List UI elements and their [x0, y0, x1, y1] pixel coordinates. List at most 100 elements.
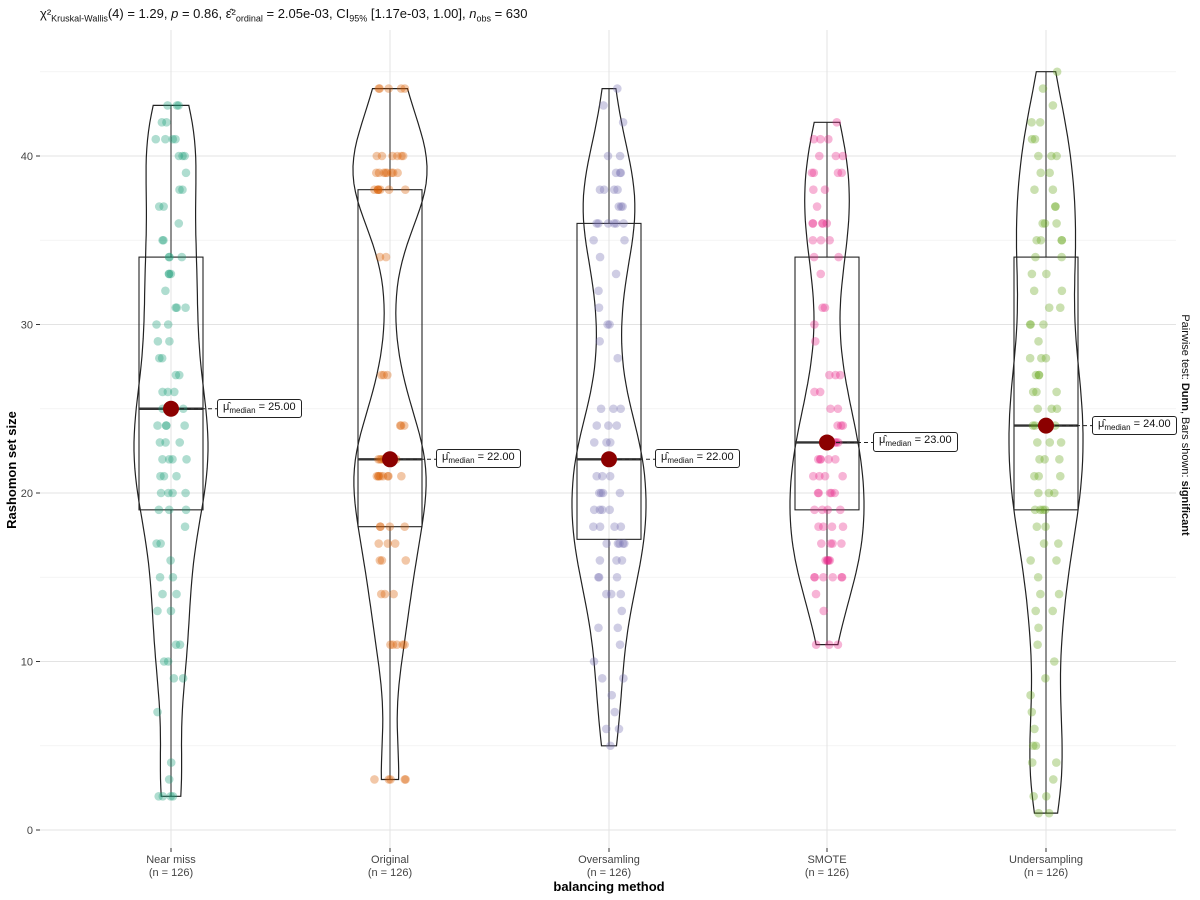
data-point	[375, 84, 384, 93]
data-point	[831, 455, 840, 464]
data-point	[169, 387, 179, 397]
data-point	[817, 505, 827, 515]
data-point	[1041, 674, 1050, 683]
title-p-value: = 0.86,	[181, 6, 223, 21]
data-point	[158, 455, 167, 464]
title-ci-value: [1.17e-03, 1.00],	[370, 6, 466, 21]
data-point	[392, 640, 402, 649]
data-point	[1027, 758, 1037, 767]
data-point	[171, 370, 181, 380]
data-point	[605, 438, 615, 447]
data-point	[1034, 471, 1043, 481]
title-statistic: = 1.29,	[127, 6, 168, 21]
data-point	[1041, 792, 1051, 801]
data-point	[382, 168, 392, 178]
median-label-mu: μ̂	[879, 434, 886, 447]
data-point	[374, 168, 384, 178]
data-point	[828, 572, 838, 582]
data-point	[166, 758, 176, 767]
data-point	[1038, 219, 1047, 228]
data-point	[826, 404, 835, 414]
y-axis-title: Rashomon set size	[4, 411, 19, 529]
data-point	[823, 556, 833, 565]
data-point	[1026, 320, 1035, 329]
data-point	[602, 539, 611, 548]
median-label-0: μ̂median = 25.00	[217, 398, 302, 418]
data-point	[809, 185, 818, 194]
data-point	[1040, 455, 1049, 464]
data-point	[1055, 471, 1065, 481]
data-point	[1051, 202, 1060, 211]
data-point	[814, 151, 824, 161]
data-point	[1044, 808, 1054, 818]
data-point	[618, 202, 627, 211]
data-point	[615, 168, 625, 178]
data-point	[156, 539, 165, 548]
title-n-symbol: n	[469, 6, 477, 21]
point-layer	[151, 67, 1067, 818]
data-point	[172, 303, 182, 312]
data-point	[617, 606, 627, 616]
data-point	[1031, 606, 1041, 616]
data-point	[609, 219, 619, 228]
data-point	[384, 84, 393, 93]
data-point	[611, 219, 621, 228]
data-point	[166, 792, 175, 801]
data-point	[614, 202, 624, 211]
data-point	[1057, 235, 1067, 245]
data-point	[603, 219, 613, 228]
data-point	[1036, 589, 1045, 599]
data-point	[1027, 707, 1037, 717]
data-point	[1052, 387, 1061, 397]
data-point	[155, 572, 165, 582]
data-point	[831, 370, 840, 380]
data-point	[838, 471, 847, 481]
data-point	[1033, 640, 1042, 649]
data-point	[377, 370, 386, 380]
data-point	[828, 539, 837, 548]
x-tick-count: (n = 126)	[1024, 867, 1068, 879]
data-point	[168, 792, 178, 801]
subtitle-prefix: Pairwise test:	[1179, 314, 1191, 380]
data-point	[156, 471, 165, 481]
data-point	[605, 320, 614, 329]
data-point	[833, 404, 843, 414]
data-point	[172, 101, 182, 110]
median-dot-4	[1038, 417, 1054, 434]
data-point	[589, 505, 599, 515]
data-point	[155, 353, 164, 363]
data-point	[1036, 235, 1046, 245]
data-point	[152, 320, 161, 329]
x-tick-label: Original	[371, 854, 409, 866]
y-tick-label: 20	[21, 488, 33, 500]
data-point	[816, 455, 826, 464]
data-point	[832, 118, 842, 127]
data-point	[161, 421, 171, 430]
data-point	[1034, 370, 1044, 380]
data-point	[618, 539, 628, 548]
data-point	[613, 623, 623, 633]
data-point	[378, 471, 388, 481]
median-label-sub: median	[229, 405, 256, 415]
data-point	[1047, 151, 1056, 161]
data-point	[616, 404, 625, 414]
data-point	[813, 488, 823, 498]
data-point	[1037, 353, 1046, 363]
data-point	[611, 168, 621, 178]
data-point	[603, 151, 613, 161]
data-point	[835, 370, 845, 380]
data-point	[163, 320, 173, 329]
data-point	[613, 353, 623, 363]
data-point	[595, 505, 605, 515]
data-point	[613, 539, 623, 548]
violin-4	[1008, 71, 1084, 814]
data-point	[393, 168, 402, 178]
data-point	[812, 202, 822, 211]
data-point	[1030, 505, 1040, 515]
data-point	[616, 168, 626, 178]
data-point	[181, 168, 191, 178]
data-point	[154, 505, 164, 515]
data-point	[1040, 219, 1050, 228]
data-point	[166, 606, 176, 616]
